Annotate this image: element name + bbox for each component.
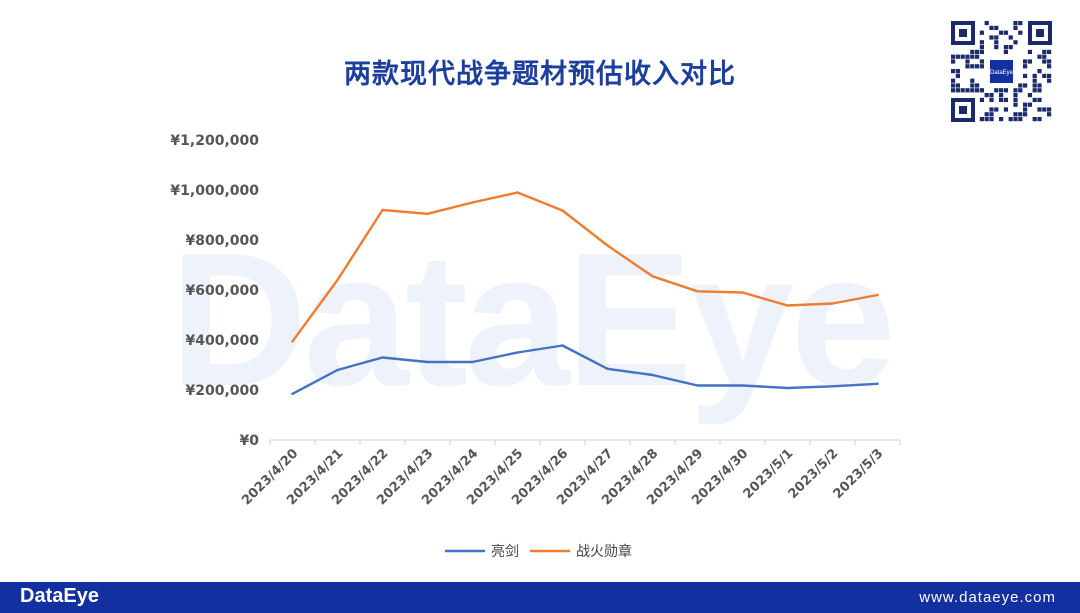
series-2-point: [336, 278, 339, 282]
series-2-point: [291, 340, 294, 343]
y-tick-label: ¥1,200,000: [170, 133, 259, 149]
series-2-point: [876, 293, 879, 297]
qr-code: DataEye: [951, 21, 1052, 122]
series-1-point: [696, 384, 699, 387]
series-1-point: [471, 360, 474, 364]
series-1-point: [606, 367, 609, 370]
series-1-point: [381, 356, 384, 359]
series-1-point: [786, 386, 789, 390]
y-tick-label: ¥800,000: [185, 233, 259, 249]
series-1-point: [426, 360, 429, 364]
y-tick-label: ¥0: [240, 433, 260, 449]
legend-label-2: 战火勋章: [576, 543, 632, 560]
series-1-point: [516, 351, 519, 354]
line-chart: ¥0 ¥200,000 ¥400,000 ¥600,000 ¥800,000 ¥1,000…: [170, 133, 901, 560]
series-1-point: [651, 373, 654, 377]
series-2-point: [471, 201, 474, 204]
series-2-point: [741, 291, 744, 294]
y-tick-label: ¥400,000: [185, 333, 259, 349]
series-1-point: [876, 382, 879, 385]
series-2-point: [696, 290, 699, 293]
qr-center-label: DataEye: [990, 70, 1014, 76]
chart-title: 两款现代战争题材预估收入对比: [344, 59, 736, 90]
series-2-point: [561, 209, 564, 212]
series-1-point: [741, 384, 744, 387]
series-2-point: [831, 302, 834, 305]
series-2-point: [381, 208, 384, 212]
series-2-point: [516, 191, 519, 194]
series-1-point: [336, 368, 339, 372]
watermark: DataEye: [170, 214, 896, 426]
legend-label-1: 亮剑: [491, 543, 519, 560]
series-1-point: [831, 385, 834, 388]
y-tick-label: ¥600,000: [185, 283, 259, 299]
footer-brand: DataEye: [20, 585, 99, 607]
series-1-point: [561, 344, 564, 347]
footer-bar: DataEye www.dataeye.com: [0, 582, 1080, 613]
footer-url[interactable]: www.dataeye.com: [919, 589, 1056, 606]
y-tick-label: ¥1,000,000: [170, 183, 259, 199]
series-2-point: [426, 212, 429, 215]
series-2-point: [651, 275, 654, 278]
series-2-point: [786, 304, 789, 307]
series-line-2: [291, 191, 879, 343]
series-2-point: [606, 244, 609, 247]
series-1-point: [291, 392, 294, 395]
series-line-1: [291, 344, 879, 395]
y-tick-label: ¥200,000: [185, 383, 259, 399]
